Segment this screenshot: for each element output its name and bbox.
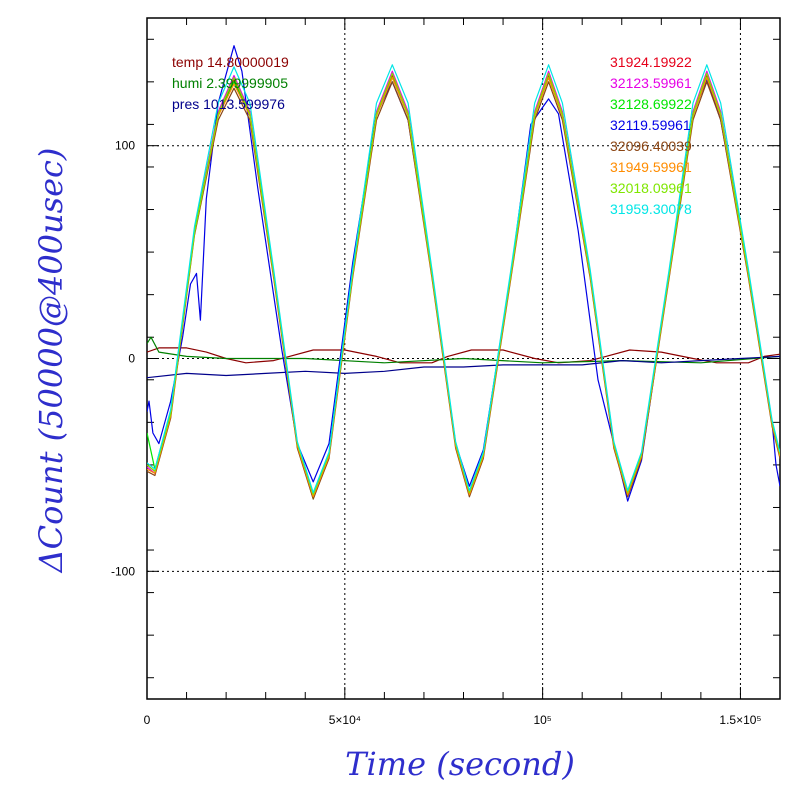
series-line-8	[147, 64, 780, 494]
series-legend-item: 31949.59961	[610, 159, 692, 175]
y-axis-title: ΔCount (50000@400usec)	[32, 148, 70, 575]
x-tick-label: 0	[144, 713, 151, 727]
x-tick-label: 1.5×10⁵	[719, 713, 761, 727]
series-line-7	[147, 72, 780, 496]
env-line-pres	[147, 355, 780, 379]
series-lines	[147, 45, 780, 502]
y-tick-label: -100	[111, 564, 135, 578]
series-legend-item: 32128.69922	[610, 96, 692, 112]
series-legend-item: 32018.09961	[610, 180, 692, 196]
series-legend-item: 31959.30078	[610, 201, 692, 217]
env-legend-item: pres 1013.599976	[172, 96, 285, 112]
series-line-4	[147, 45, 780, 502]
x-axis-title: Time (second)	[345, 745, 575, 783]
env-legend-item: humi 2.399999905	[172, 75, 288, 91]
env-legend-item: temp 14.80000019	[172, 54, 289, 70]
tick-labels: 0 5×10⁴ 10⁵ 1.5×10⁵ 100 0 -100	[111, 139, 761, 727]
y-tick-label: 0	[128, 352, 135, 366]
y-tick-label: 100	[115, 139, 135, 153]
series-legend-item: 31924.19922	[610, 54, 692, 70]
env-line-humi	[147, 336, 780, 364]
env-line-temp	[147, 347, 780, 364]
series-legend-item: 32123.59961	[610, 75, 692, 91]
series-legend-item: 32096.40039	[610, 138, 692, 154]
x-tick-label: 10⁵	[533, 713, 551, 727]
axis-ticks	[146, 18, 781, 699]
x-tick-label: 5×10⁴	[329, 713, 361, 727]
series-line-2	[147, 70, 780, 498]
series-legend-item: 32119.59961	[610, 117, 691, 133]
series-legend: 31924.19922 32123.59961 32128.69922 32119.5…	[610, 54, 692, 217]
env-legend: temp 14.80000019 humi 2.399999905 pres 101…	[172, 54, 289, 112]
